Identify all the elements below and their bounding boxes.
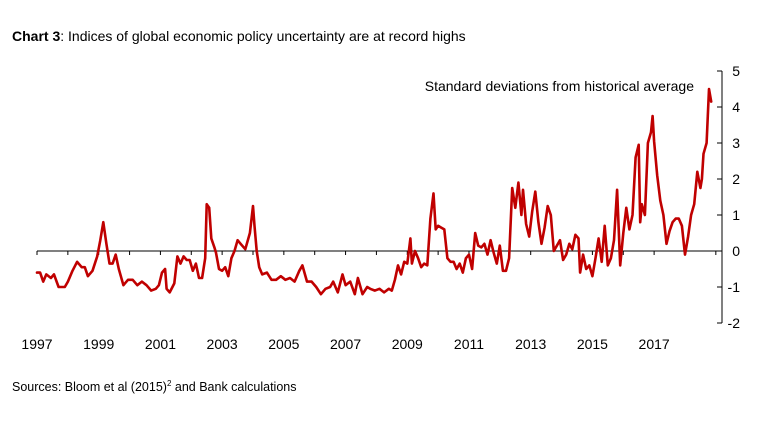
y-tick-label: 3 bbox=[732, 135, 740, 151]
y-tick-label: -1 bbox=[728, 279, 741, 295]
y-tick-label: 2 bbox=[732, 171, 740, 187]
x-tick-label: 2001 bbox=[145, 336, 176, 352]
x-tick-label: 1999 bbox=[83, 336, 114, 352]
source-suffix: and Bank calculations bbox=[171, 380, 297, 394]
source-superscript: 2 bbox=[166, 378, 172, 388]
series-line bbox=[35, 87, 713, 296]
y-tick-label: 0 bbox=[732, 243, 740, 259]
chart-source-note: Sources: Bloom et al (2015)2 and Bank ca… bbox=[12, 378, 297, 394]
y-tick-label: 4 bbox=[732, 99, 740, 115]
x-tick-label: 2013 bbox=[515, 336, 546, 352]
chart-title: Chart 3: Indices of global economic poli… bbox=[12, 28, 466, 44]
y-axis-unit-label: Standard deviations from historical aver… bbox=[425, 78, 694, 94]
source-prefix: Sources: Bloom et al (2015) bbox=[12, 380, 167, 394]
y-tick-label: -2 bbox=[728, 315, 741, 331]
x-tick-label: 2017 bbox=[639, 336, 670, 352]
y-tick-label: 1 bbox=[732, 207, 740, 223]
x-tick-label: 1997 bbox=[21, 336, 52, 352]
x-tick-label: 2015 bbox=[577, 336, 608, 352]
chart-title-text: : Indices of global economic policy unce… bbox=[60, 28, 466, 44]
y-tick-label: 5 bbox=[732, 63, 740, 79]
x-tick-label: 2007 bbox=[330, 336, 361, 352]
x-tick-label: 2003 bbox=[207, 336, 238, 352]
x-tick-label: 2011 bbox=[454, 336, 484, 352]
x-tick-label: 2005 bbox=[268, 336, 299, 352]
x-tick-label: 2009 bbox=[392, 336, 423, 352]
chart-title-prefix: Chart 3 bbox=[12, 28, 61, 44]
